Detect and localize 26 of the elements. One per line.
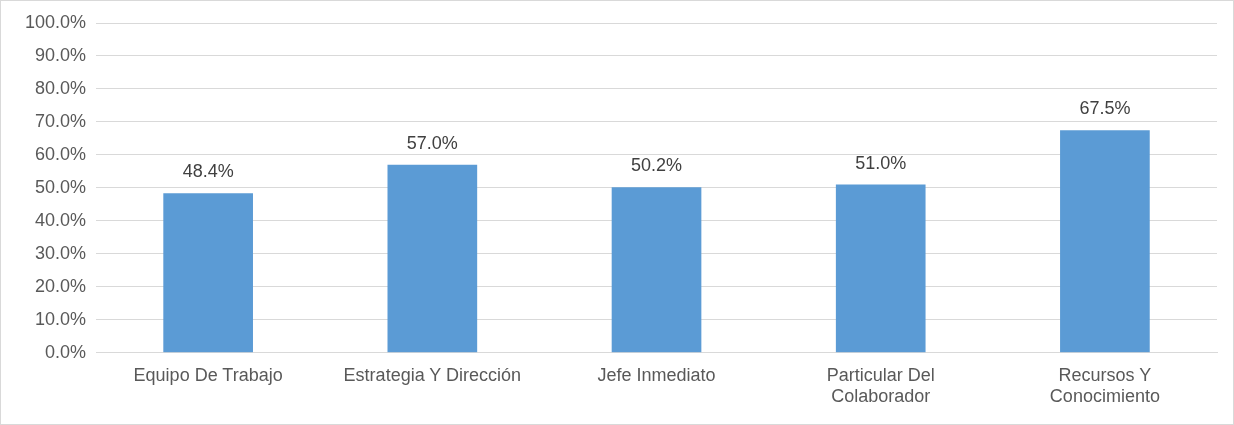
bar <box>163 193 253 353</box>
y-tick-label: 50.0% <box>35 176 87 197</box>
y-tick-label: 60.0% <box>35 143 87 164</box>
x-tick-label: Jefe Inmediato <box>597 364 716 385</box>
bar <box>387 164 478 353</box>
bar <box>835 184 926 353</box>
y-tick-label: 30.0% <box>35 242 87 263</box>
y-tick-label: 20.0% <box>35 275 87 296</box>
data-label: 48.4% <box>182 161 234 182</box>
y-tick-label: 80.0% <box>35 77 87 98</box>
y-tick-label: 10.0% <box>35 308 87 329</box>
bar <box>611 187 702 353</box>
x-tick-label: Recursos Y Conocimiento <box>1049 364 1160 407</box>
x-tick-label: Equipo De Trabajo <box>133 364 283 385</box>
data-label: 50.2% <box>631 155 683 176</box>
y-tick-label: 40.0% <box>35 209 87 230</box>
y-tick-label: 0.0% <box>45 341 87 362</box>
data-label: 51.0% <box>855 152 907 173</box>
y-tick-label: 90.0% <box>35 44 87 65</box>
data-label: 67.5% <box>1079 98 1131 119</box>
y-tick-label: 100.0% <box>24 11 87 32</box>
x-tick-label: Particular Del Colaborador <box>826 364 935 407</box>
x-tick-label: Estrategia Y Dirección <box>343 364 522 385</box>
y-tick-label: 70.0% <box>35 110 87 131</box>
bar <box>1060 130 1150 353</box>
data-label: 57.0% <box>406 132 458 153</box>
